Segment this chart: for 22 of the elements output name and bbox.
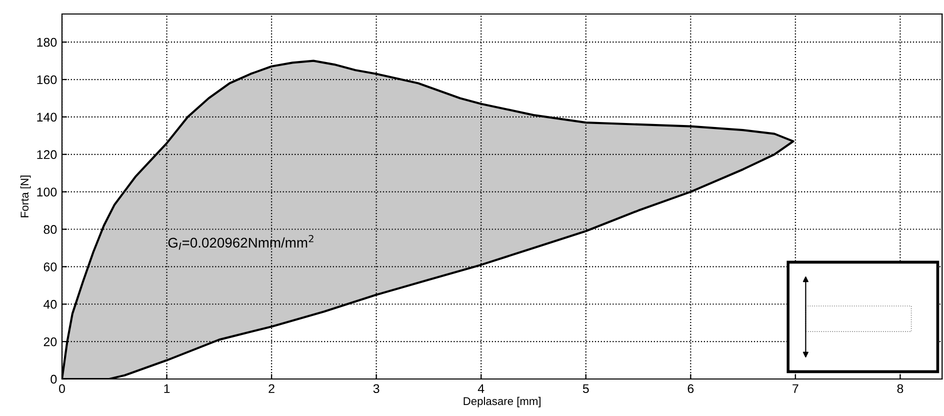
- x-tick-label: 5: [582, 384, 589, 394]
- y-tick-label: 140: [37, 112, 57, 122]
- y-tick-label: 40: [44, 300, 57, 309]
- y-tick-label: 60: [44, 262, 57, 272]
- x-tick-label: 8: [897, 384, 904, 394]
- y-tick-label: 20: [44, 337, 57, 346]
- x-axis-title: Deplasare [mm]: [464, 396, 540, 408]
- y-tick-label: 80: [44, 225, 57, 234]
- annotation: G$_{I}$=0.020962Nmm/mm$^{2}$: [168, 234, 314, 250]
- y-tick-label: 180: [37, 38, 57, 47]
- y-axis-title: Forta [N]: [20, 176, 31, 218]
- x-tick-label: 6: [688, 384, 694, 394]
- x-tick-label: 4: [478, 384, 484, 393]
- x-tick-label: 0: [59, 384, 65, 394]
- x-tick-label: 7: [792, 384, 798, 393]
- y-tick-label: 100: [37, 188, 57, 196]
- y-tick-label: 120: [37, 150, 57, 160]
- y-tick-label: 160: [37, 75, 57, 84]
- x-tick-label: 1: [164, 384, 170, 393]
- y-tick-label: 0: [50, 374, 57, 384]
- x-tick-label: 2: [268, 384, 274, 393]
- x-tick-label: 3: [373, 384, 380, 394]
